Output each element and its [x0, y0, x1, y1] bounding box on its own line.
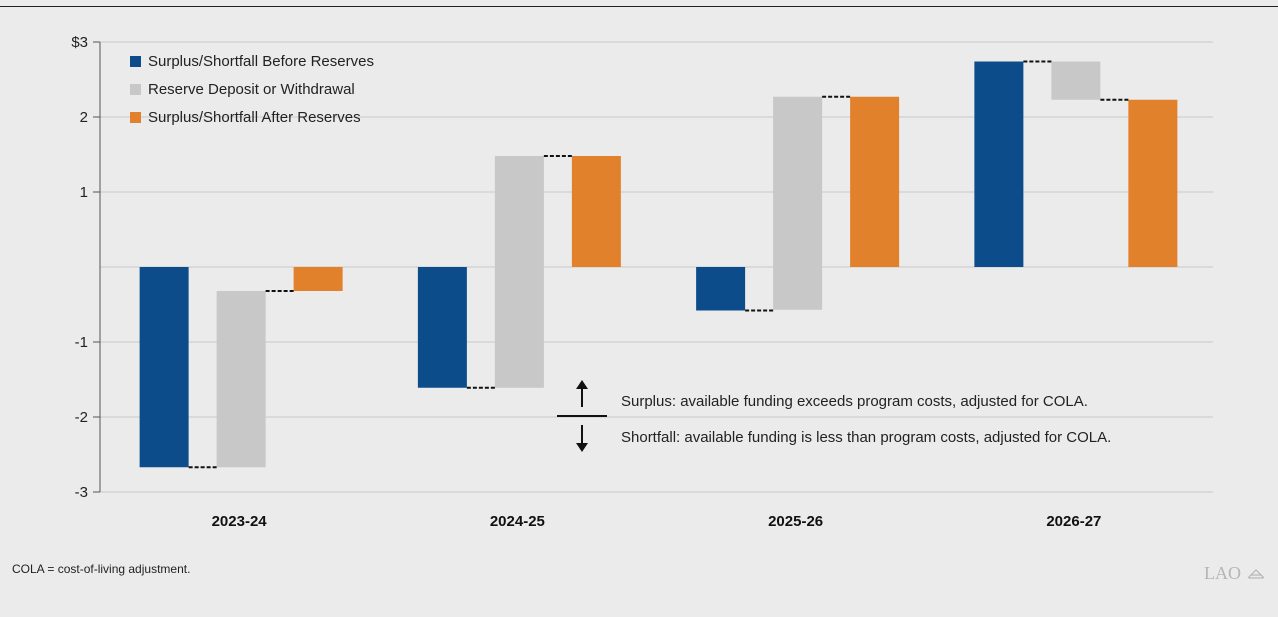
gridlines	[100, 41, 1213, 493]
x-axis-labels: 2023-24 2024-25 2025-26 2026-27	[212, 513, 1102, 530]
legend-item: Reserve Deposit or Withdrawal	[130, 81, 355, 98]
y-tick-label: 2	[80, 109, 88, 126]
svg-text:LAO: LAO	[1204, 563, 1241, 583]
y-tick-label: $3	[71, 34, 88, 51]
annotation: Surplus: available funding exceeds progr…	[557, 380, 1111, 452]
connectors	[188, 60, 1129, 469]
up-arrow-icon	[576, 380, 588, 407]
y-tick-label: -2	[75, 409, 88, 426]
waterfall-bar-chart: $321-1-2-3 2023-24 2024-25 2025-26 2026-27 …	[71, 34, 1213, 530]
bar	[1128, 99, 1178, 267]
y-tick-label: -3	[75, 484, 88, 501]
down-arrow-icon	[576, 425, 588, 452]
y-tick-label: -1	[75, 334, 88, 351]
legend-label-reserve: Reserve Deposit or Withdrawal	[148, 81, 355, 98]
bar	[974, 61, 1024, 267]
x-tick-label: 2025-26	[768, 513, 823, 530]
x-tick-label: 2024-25	[490, 513, 545, 530]
y-axis: $3 2 1 -1 -2 -3	[71, 34, 101, 501]
legend-swatch-before	[130, 56, 141, 67]
bar	[139, 267, 189, 468]
bar	[293, 267, 343, 291]
shortfall-note: Shortfall: available funding is less tha…	[621, 429, 1111, 446]
bar	[417, 267, 467, 388]
bar	[494, 156, 544, 388]
lao-logo: LAO	[1204, 563, 1264, 583]
y-tick-label: 1	[80, 184, 88, 201]
legend-item: Surplus/Shortfall After Reserves	[130, 109, 361, 126]
capitol-icon	[1247, 569, 1264, 579]
bar	[216, 291, 266, 468]
legend-swatch-reserve	[130, 84, 141, 95]
bar	[1051, 61, 1101, 100]
x-tick-label: 2023-24	[212, 513, 268, 530]
legend: Surplus/Shortfall Before Reserves Reserv…	[130, 53, 374, 126]
legend-item: Surplus/Shortfall Before Reserves	[130, 53, 374, 70]
legend-swatch-after	[130, 112, 141, 123]
legend-label-before: Surplus/Shortfall Before Reserves	[148, 53, 374, 70]
footnote: COLA = cost-of-living adjustment.	[12, 562, 191, 576]
surplus-note: Surplus: available funding exceeds progr…	[621, 393, 1088, 410]
legend-label-after: Surplus/Shortfall After Reserves	[148, 109, 361, 126]
x-tick-label: 2026-27	[1046, 513, 1101, 530]
bar	[571, 156, 621, 267]
bar	[696, 267, 746, 311]
top-rule	[0, 6, 1278, 7]
bar	[773, 96, 823, 310]
bar	[850, 96, 900, 267]
bars	[139, 61, 1178, 468]
